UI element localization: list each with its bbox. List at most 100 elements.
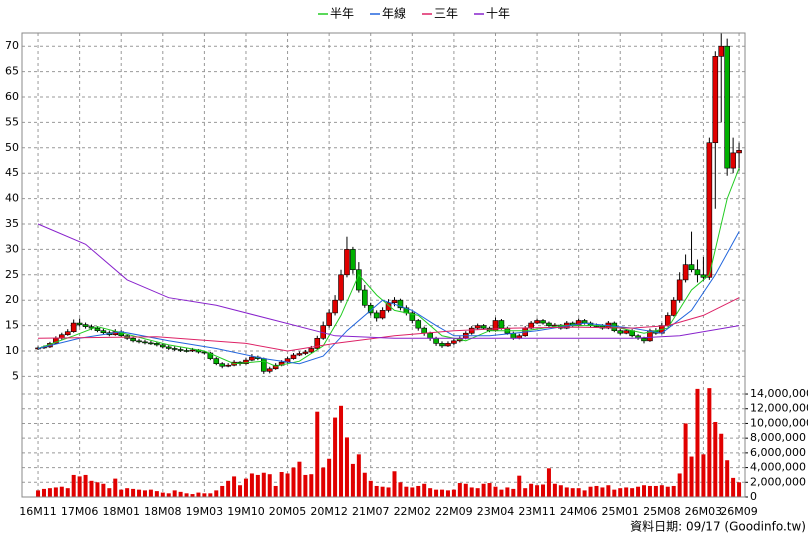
volume-bar — [380, 486, 385, 497]
y-tick-label: 70 — [5, 39, 19, 52]
candle-body — [189, 349, 196, 352]
volume-bar — [137, 489, 142, 497]
volume-bar — [309, 474, 314, 497]
y-tick-label: 5 — [12, 369, 19, 382]
candle-body — [225, 364, 231, 367]
candle-body — [474, 325, 481, 329]
volume-bar — [713, 421, 718, 497]
candle-body — [664, 315, 671, 326]
candle-body — [409, 312, 416, 321]
y-tick-label: 10 — [5, 344, 19, 357]
y-tick-label: 30 — [5, 242, 19, 255]
volume-bar — [350, 463, 355, 497]
volume-bar — [505, 487, 510, 497]
candle-body — [712, 56, 719, 144]
volume-bar — [683, 423, 688, 497]
y2-tick-label: 0 — [750, 490, 757, 503]
candle-body — [350, 249, 356, 271]
candle-body — [540, 320, 546, 324]
candle-body — [260, 358, 267, 372]
candle-body — [177, 349, 184, 351]
volume-bar — [630, 488, 635, 497]
candle-body — [82, 324, 89, 327]
volume-bar — [624, 487, 629, 497]
volume-bar — [327, 458, 332, 497]
candle-body — [266, 368, 273, 372]
x-tick-label: 23M11 — [518, 505, 556, 518]
volume-bar — [695, 388, 700, 497]
legend-label: 半年 — [330, 7, 354, 21]
x-tick-label: 18M08 — [144, 505, 182, 518]
x-tick-label: 26M09 — [720, 505, 758, 518]
volume-bar — [374, 485, 379, 497]
volume-bar — [392, 471, 397, 497]
volume-bar — [279, 471, 284, 497]
volume-bar — [570, 488, 575, 497]
candle-body — [730, 152, 736, 169]
x-tick-label: 25M08 — [643, 505, 681, 518]
volume-bar — [737, 482, 742, 497]
y-tick-label: 55 — [5, 115, 19, 128]
candle-body — [617, 330, 624, 334]
candle-body — [433, 337, 439, 344]
candle-body — [700, 274, 707, 278]
volume-bar — [475, 488, 480, 497]
x-tick-label: 21M07 — [352, 505, 390, 518]
candle-body — [308, 348, 315, 353]
volume-bar — [107, 488, 112, 497]
candle-body — [142, 341, 148, 344]
y-tick-label: 15 — [5, 319, 19, 332]
volume-bar — [677, 473, 682, 497]
volume-bar — [386, 487, 391, 497]
volume-bar — [725, 460, 730, 497]
candle-body — [213, 358, 220, 364]
volume-bar — [36, 490, 41, 497]
volume-bar — [410, 487, 415, 497]
volume-bar — [481, 483, 486, 497]
volume-bar — [523, 488, 528, 497]
y2-tick-label: 10,000,000 — [750, 416, 808, 429]
y2-tick-label: 12,000,000 — [750, 402, 808, 415]
candle-body — [171, 348, 178, 350]
volume-bar — [434, 489, 439, 497]
candle-body — [379, 310, 386, 319]
x-tick-label: 20M05 — [269, 505, 307, 518]
volume-bar — [457, 483, 462, 497]
candle-body — [670, 299, 677, 316]
volume-bar — [618, 488, 623, 497]
candle-body — [718, 45, 725, 57]
volume-bar — [267, 474, 272, 497]
volume-bar — [600, 487, 605, 497]
volume-bar — [594, 485, 599, 497]
volume-bar — [238, 485, 243, 497]
candle-body — [706, 142, 713, 278]
candle-body — [480, 325, 487, 329]
volume-bar — [142, 490, 147, 497]
candle-body — [314, 337, 321, 349]
volume-bar — [440, 489, 445, 497]
candle-body — [391, 299, 398, 304]
volume-bar — [719, 433, 724, 497]
x-tick-label: 22M09 — [435, 505, 473, 518]
candle-body — [100, 330, 107, 334]
candle-body — [338, 274, 344, 301]
candle-body — [88, 326, 95, 329]
volume-bar — [487, 483, 492, 497]
candle-body — [498, 320, 505, 329]
volume-bar — [77, 476, 82, 497]
candle-body — [76, 322, 83, 325]
x-tick-label: 23M04 — [477, 505, 515, 518]
volume-bar — [65, 488, 70, 497]
candle-body — [623, 330, 629, 334]
volume-bar — [671, 485, 676, 497]
x-tick-label: 19M10 — [227, 505, 265, 518]
volume-bar — [422, 483, 427, 497]
x-tick-label: 22M02 — [394, 505, 432, 518]
candle-body — [302, 351, 309, 354]
volume-bar — [220, 485, 225, 497]
candle-body — [373, 312, 380, 319]
volume-bar — [416, 485, 421, 497]
volume-bar — [113, 478, 118, 497]
y2-tick-label: 4,000,000 — [750, 461, 806, 474]
